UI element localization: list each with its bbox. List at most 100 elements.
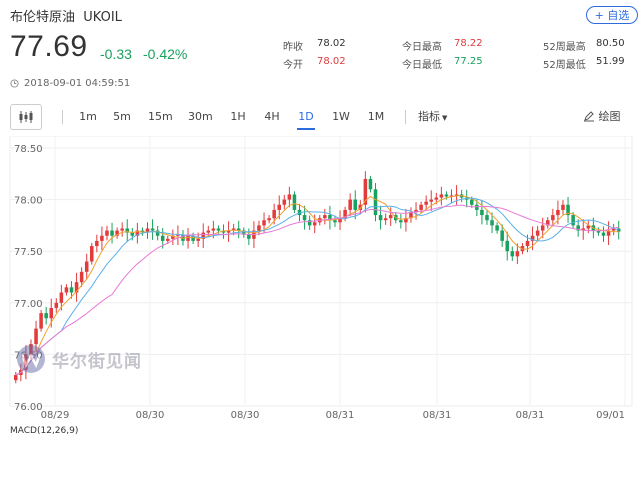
open-label: 今开	[283, 60, 303, 71]
candle-body	[439, 194, 444, 198]
watermark: 华尔街见闻	[16, 344, 142, 374]
candle-body	[257, 225, 261, 231]
candle-body	[328, 215, 332, 221]
candle-body	[586, 225, 591, 229]
x-tick-label: 08/30	[231, 410, 260, 421]
candle-body	[353, 199, 358, 210]
ma5-line	[15, 195, 619, 376]
candle-body	[530, 235, 535, 241]
clock-icon	[10, 79, 19, 88]
candle-body	[449, 195, 454, 197]
candle-body	[505, 240, 510, 252]
w52-low-value: 51.99	[596, 56, 625, 67]
w52-high-label: 52周最高	[543, 42, 586, 53]
period-1m[interactable]: 1m	[79, 110, 97, 123]
candle-body	[454, 194, 459, 196]
add-watchlist-button[interactable]: + 自选	[586, 6, 638, 24]
candle-body	[312, 222, 317, 226]
candle-body	[378, 215, 383, 221]
candle-body	[155, 230, 160, 236]
candle-body	[221, 230, 226, 233]
period-1mo[interactable]: 1M	[367, 110, 385, 123]
period-1h[interactable]: 1H	[230, 110, 246, 123]
candle-body	[307, 220, 312, 226]
candle-body	[434, 197, 439, 200]
candle-body	[39, 313, 43, 329]
watermark-text: 华尔街见闻	[52, 351, 142, 372]
period-5m[interactable]: 5m	[113, 110, 131, 123]
candle-body	[54, 302, 59, 308]
y-tick-label: 77.00	[14, 299, 43, 310]
candle-body	[59, 292, 64, 303]
indicator-label: 指标	[418, 110, 440, 123]
period-15m[interactable]: 15m	[148, 110, 173, 123]
candle-body	[510, 251, 515, 257]
candle-body	[287, 194, 292, 200]
wallstreetcn-logo-icon	[17, 345, 45, 373]
chart-toolbar: 1m 5m 15m 30m 1H 4H 1D 1W 1M 指标 ▼ 绘图	[10, 104, 632, 132]
candle-body	[120, 228, 124, 231]
instrument-title: 布伦特原油 UKOIL	[10, 6, 122, 25]
ma10-line	[15, 197, 619, 376]
ma20-line	[15, 204, 619, 376]
candle-body	[383, 218, 388, 221]
macd-label: MACD(12,26,9)	[10, 426, 79, 436]
period-30m[interactable]: 30m	[188, 110, 213, 123]
candle-body	[236, 228, 241, 231]
candle-body	[90, 246, 94, 262]
candle-body	[150, 228, 155, 231]
x-axis: 08/29 08/30 08/30 08/31 08/31 08/31 09/01	[41, 410, 625, 421]
candle-body	[84, 261, 89, 272]
period-4h[interactable]: 4H	[264, 110, 280, 123]
candle-body	[358, 204, 363, 210]
candle-body	[535, 230, 540, 236]
candle-body	[388, 215, 393, 219]
candle-body	[338, 218, 342, 223]
indicator-menu[interactable]: 指标 ▼	[418, 104, 454, 130]
candle-body	[373, 189, 378, 216]
candle-body	[14, 375, 18, 381]
period-1d[interactable]: 1D	[297, 104, 315, 130]
open-value: 78.02	[317, 56, 346, 67]
draw-button[interactable]: 绘图	[583, 104, 631, 130]
candle-body	[110, 230, 114, 236]
prev-close-label: 昨收	[283, 42, 303, 53]
x-tick-label: 08/31	[326, 410, 355, 421]
candle-body	[105, 230, 109, 236]
candle-body	[323, 215, 327, 219]
period-1w[interactable]: 1W	[332, 110, 350, 123]
high-value: 78.22	[454, 38, 483, 49]
candle-body	[368, 178, 373, 190]
candle-body	[302, 215, 307, 221]
chart-type-button[interactable]	[10, 104, 42, 130]
candle-body	[272, 209, 276, 219]
candle-body	[480, 209, 484, 216]
candle-body	[581, 228, 586, 231]
w52-high-value: 80.50	[596, 38, 625, 49]
candle-body	[566, 204, 570, 216]
candle-body	[166, 238, 170, 241]
candle-body	[515, 251, 520, 257]
candle-body	[206, 230, 211, 233]
candle-body	[495, 225, 499, 231]
candle-body	[49, 307, 54, 319]
candle-body	[191, 235, 195, 241]
candle-body	[64, 287, 69, 293]
last-price: 77.69	[10, 30, 88, 63]
candle-body	[115, 230, 119, 236]
timestamp-text: 2018-09-01 04:59:51	[24, 78, 131, 89]
candle-body	[171, 235, 175, 239]
candle-body	[231, 228, 236, 231]
w52-low-label: 52周最低	[543, 60, 586, 71]
moving-averages	[15, 195, 619, 376]
x-tick-label: 08/30	[136, 410, 165, 421]
toolbar-divider	[62, 110, 63, 124]
candle-body	[348, 199, 352, 210]
candle-body	[551, 215, 555, 221]
instrument-name: 布伦特原油	[10, 10, 76, 25]
candle-body	[399, 220, 403, 223]
candle-body	[186, 235, 190, 241]
candle-body	[201, 232, 206, 239]
x-tick-label: 09/01	[596, 410, 625, 421]
